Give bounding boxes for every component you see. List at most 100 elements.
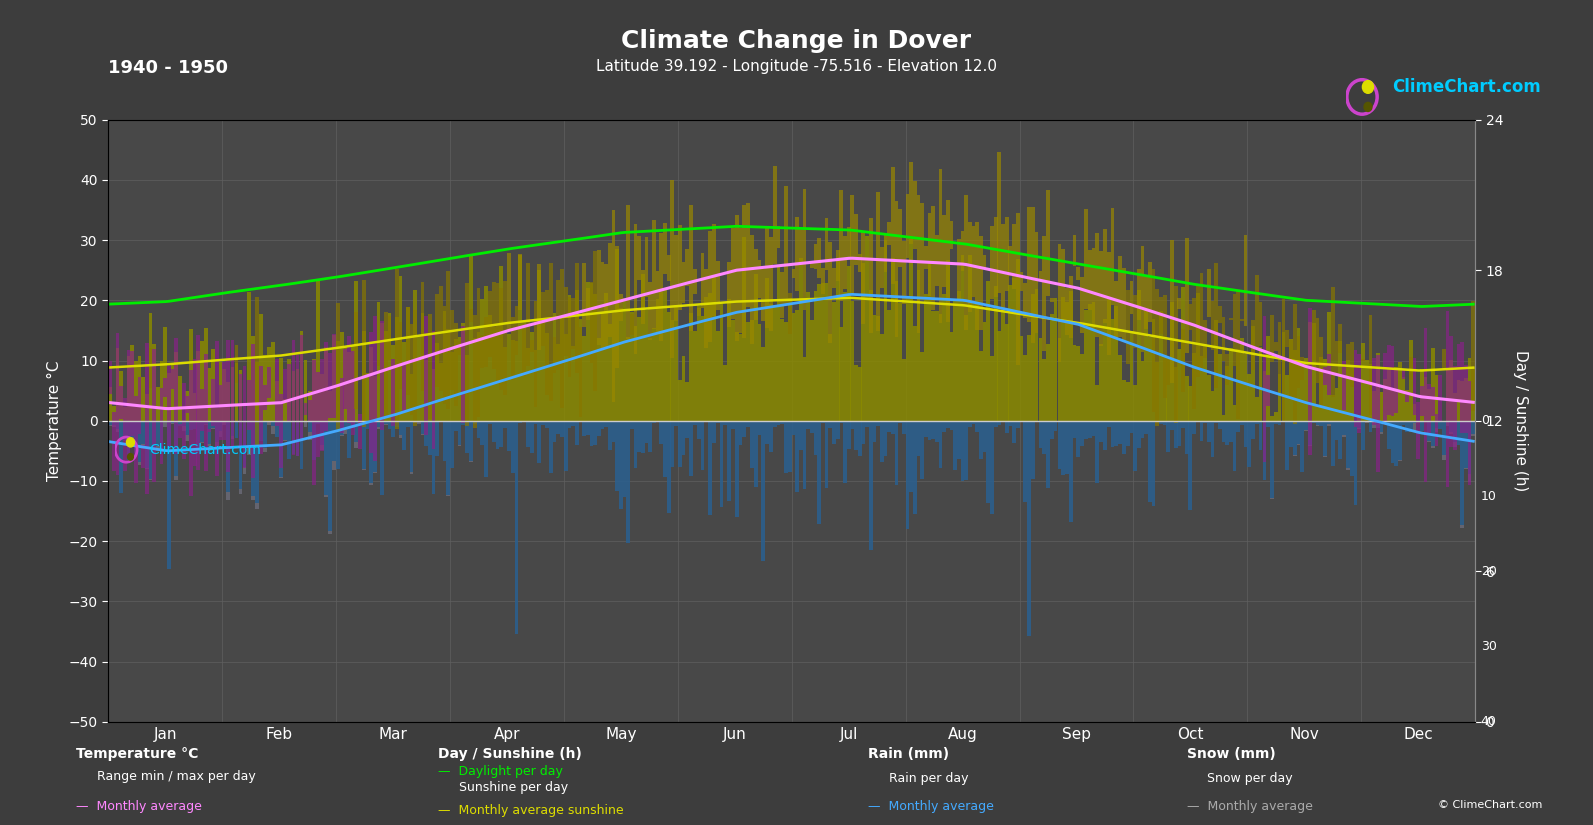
Bar (159, 361, 164, 421)
Bar (370, 421, 373, 483)
Bar (575, 421, 578, 446)
Bar (1251, 326, 1255, 421)
Bar (890, 167, 895, 284)
Bar (347, 421, 350, 458)
Bar (487, 291, 492, 357)
Bar (1107, 252, 1110, 355)
Bar (601, 421, 604, 429)
Bar (932, 205, 935, 310)
Bar (1399, 460, 1402, 461)
Bar (1286, 375, 1289, 421)
Bar (127, 421, 131, 460)
Bar (373, 316, 376, 461)
Bar (548, 421, 553, 474)
Bar (1141, 421, 1144, 438)
Bar (1419, 421, 1424, 431)
Bar (1319, 357, 1324, 421)
Bar (503, 280, 507, 395)
Bar (296, 421, 299, 455)
Bar (387, 421, 392, 428)
Bar (174, 352, 178, 421)
Bar (660, 421, 663, 444)
Bar (1185, 421, 1188, 454)
Bar (545, 290, 548, 395)
Bar (1308, 421, 1313, 445)
Bar (131, 421, 134, 437)
Bar (1416, 421, 1419, 422)
Bar (803, 189, 806, 310)
Bar (178, 376, 182, 421)
Bar (969, 222, 972, 312)
Bar (1349, 365, 1354, 421)
Bar (578, 327, 583, 417)
Bar (473, 421, 476, 423)
Bar (387, 313, 392, 421)
Bar (323, 421, 328, 495)
Bar (185, 396, 190, 412)
Bar (946, 200, 949, 322)
Bar (268, 346, 271, 421)
Bar (991, 356, 994, 421)
Bar (769, 238, 773, 331)
Text: Temperature °C: Temperature °C (76, 747, 199, 761)
Bar (347, 351, 350, 421)
Bar (284, 370, 287, 400)
Bar (1442, 421, 1446, 455)
Bar (250, 496, 255, 500)
Bar (392, 345, 395, 421)
Text: Climate Change in Dover: Climate Change in Dover (621, 29, 972, 53)
Bar (320, 359, 323, 451)
Bar (421, 434, 424, 436)
Bar (921, 352, 924, 421)
Bar (148, 313, 153, 421)
Bar (879, 421, 884, 462)
Bar (395, 269, 398, 429)
Bar (392, 359, 395, 426)
Text: Rain per day: Rain per day (889, 772, 969, 785)
Bar (398, 421, 403, 436)
Bar (119, 421, 123, 493)
Bar (234, 363, 239, 421)
Bar (226, 492, 231, 500)
Bar (1461, 421, 1464, 526)
Bar (865, 236, 868, 421)
Bar (1141, 246, 1144, 352)
Bar (637, 236, 640, 280)
Bar (421, 282, 424, 391)
Bar (572, 421, 575, 426)
Bar (1141, 361, 1144, 421)
Bar (924, 247, 927, 269)
Bar (1133, 295, 1137, 348)
Bar (1258, 421, 1263, 450)
Bar (1088, 421, 1091, 438)
Bar (604, 421, 609, 427)
Bar (832, 421, 836, 444)
Bar (1294, 350, 1297, 421)
Bar (1129, 281, 1133, 314)
Bar (991, 421, 994, 514)
Bar (645, 237, 648, 297)
Bar (1464, 378, 1467, 421)
Bar (1388, 346, 1391, 415)
Bar (287, 364, 292, 422)
Bar (1274, 342, 1278, 351)
Bar (739, 421, 742, 446)
Bar (1180, 287, 1185, 421)
Bar (1286, 330, 1289, 347)
Bar (961, 421, 964, 481)
Bar (648, 338, 652, 421)
Bar (620, 308, 623, 421)
Bar (637, 317, 640, 421)
Bar (1012, 421, 1016, 443)
Bar (1072, 234, 1077, 266)
Bar (1118, 421, 1121, 444)
Bar (637, 421, 640, 451)
Circle shape (127, 454, 134, 460)
Bar (344, 349, 347, 409)
Bar (634, 421, 637, 468)
Bar (1357, 354, 1360, 433)
Bar (1219, 354, 1222, 421)
Bar (320, 421, 323, 446)
Bar (1263, 421, 1266, 480)
Bar (468, 421, 473, 461)
